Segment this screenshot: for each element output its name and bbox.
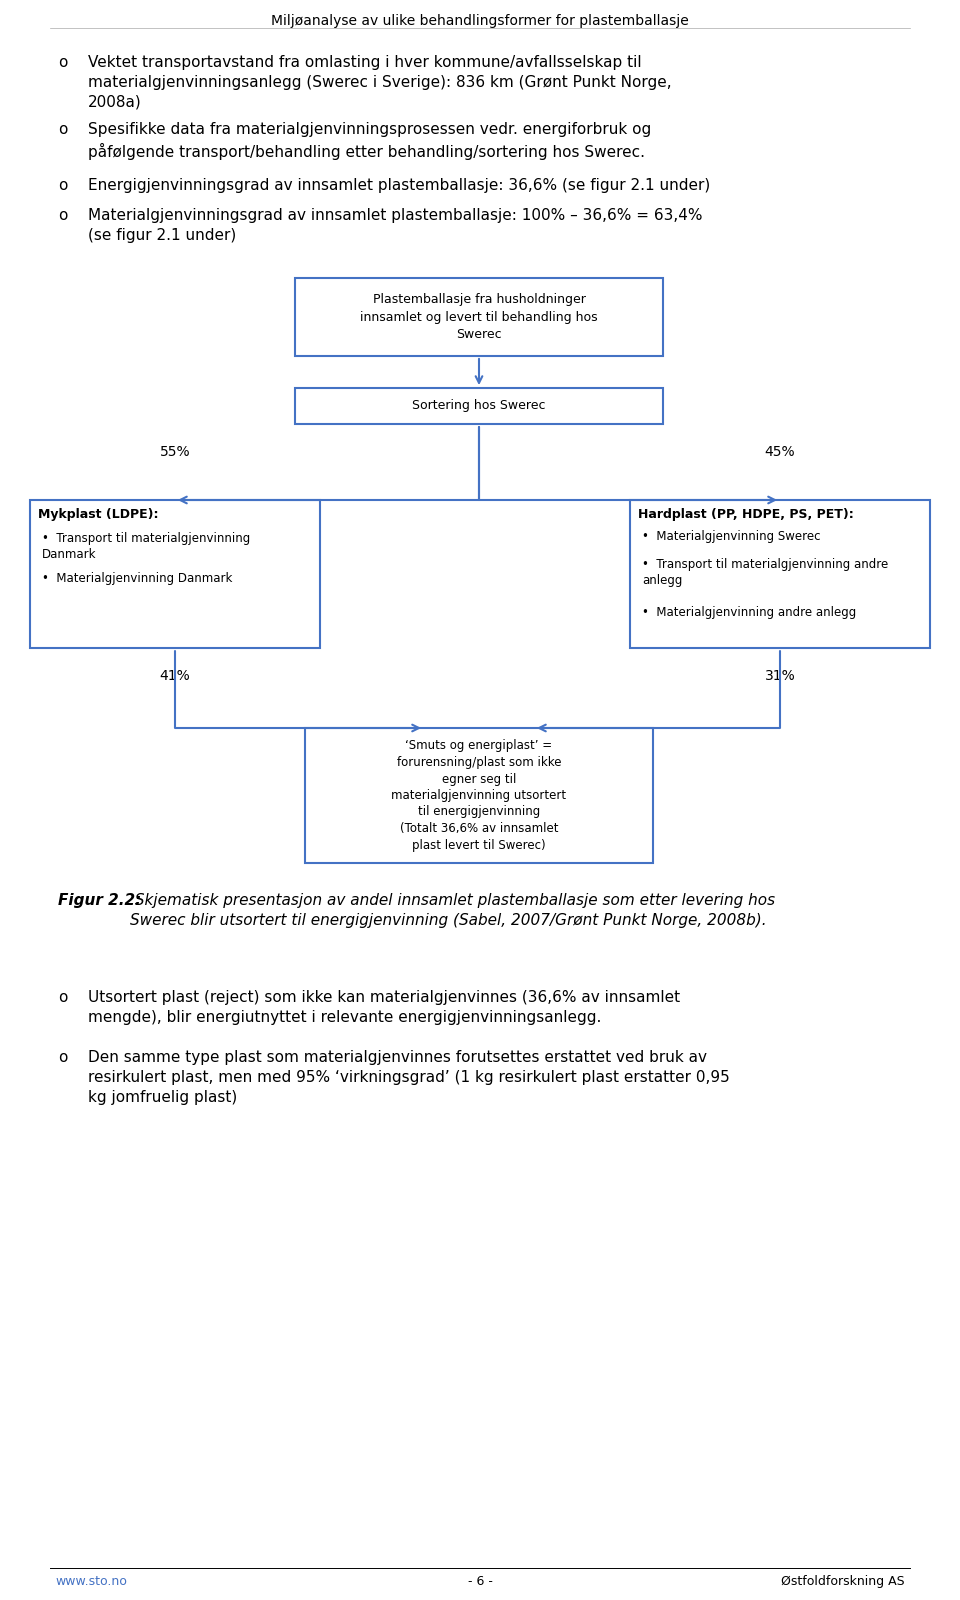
Text: 45%: 45% [765, 445, 795, 459]
Text: Plastemballasje fra husholdninger
innsamlet og levert til behandling hos
Swerec: Plastemballasje fra husholdninger innsam… [360, 293, 598, 341]
FancyBboxPatch shape [305, 728, 653, 862]
Text: Materialgjenvinningsgrad av innsamlet plastemballasje: 100% – 36,6% = 63,4%
(se : Materialgjenvinningsgrad av innsamlet pl… [88, 208, 703, 243]
FancyBboxPatch shape [30, 499, 320, 648]
Text: •  Transport til materialgjenvinning andre
anlegg: • Transport til materialgjenvinning andr… [642, 558, 888, 587]
Text: Sortering hos Swerec: Sortering hos Swerec [412, 400, 545, 413]
Text: - 6 -: - 6 - [468, 1574, 492, 1587]
Text: Vektet transportavstand fra omlasting i hver kommune/avfallsselskap til
material: Vektet transportavstand fra omlasting i … [88, 54, 672, 109]
Text: Figur 2.2:: Figur 2.2: [58, 893, 141, 909]
Text: Spesifikke data fra materialgjenvinningsprosessen vedr. energiforbruk og
påfølge: Spesifikke data fra materialgjenvinnings… [88, 122, 651, 160]
Text: Mykplast (LDPE):: Mykplast (LDPE): [38, 509, 158, 522]
Text: o: o [58, 178, 67, 194]
Text: o: o [58, 1050, 67, 1066]
Text: •  Transport til materialgjenvinning
Danmark: • Transport til materialgjenvinning Danm… [42, 531, 251, 562]
Text: 41%: 41% [159, 669, 190, 683]
FancyBboxPatch shape [295, 387, 663, 424]
Text: o: o [58, 54, 67, 70]
Text: 31%: 31% [764, 669, 796, 683]
Text: Den samme type plast som materialgjenvinnes forutsettes erstattet ved bruk av
re: Den samme type plast som materialgjenvin… [88, 1050, 730, 1104]
Text: o: o [58, 990, 67, 1005]
Text: •  Materialgjenvinning Swerec: • Materialgjenvinning Swerec [642, 530, 821, 542]
Text: o: o [58, 122, 67, 138]
Text: Energigjenvinningsgrad av innsamlet plastemballasje: 36,6% (se figur 2.1 under): Energigjenvinningsgrad av innsamlet plas… [88, 178, 710, 194]
Text: •  Materialgjenvinning Danmark: • Materialgjenvinning Danmark [42, 573, 232, 586]
Text: Østfoldforskning AS: Østfoldforskning AS [781, 1574, 905, 1587]
Text: ‘Smuts og energiplast’ =
forurensning/plast som ikke
egner seg til
materialgjenv: ‘Smuts og energiplast’ = forurensning/pl… [392, 739, 566, 851]
Text: www.sto.no: www.sto.no [55, 1574, 127, 1587]
FancyBboxPatch shape [630, 499, 930, 648]
Text: Utsortert plast (reject) som ikke kan materialgjenvinnes (36,6% av innsamlet
men: Utsortert plast (reject) som ikke kan ma… [88, 990, 680, 1024]
Text: o: o [58, 208, 67, 222]
Text: Hardplast (PP, HDPE, PS, PET):: Hardplast (PP, HDPE, PS, PET): [638, 509, 853, 522]
Text: Skjematisk presentasjon av andel innsamlet plastemballasje som etter levering ho: Skjematisk presentasjon av andel innsaml… [130, 893, 775, 928]
Text: Miljøanalyse av ulike behandlingsformer for plastemballasje: Miljøanalyse av ulike behandlingsformer … [271, 14, 689, 27]
FancyBboxPatch shape [295, 278, 663, 357]
Text: 55%: 55% [159, 445, 190, 459]
Text: •  Materialgjenvinning andre anlegg: • Materialgjenvinning andre anlegg [642, 606, 856, 619]
